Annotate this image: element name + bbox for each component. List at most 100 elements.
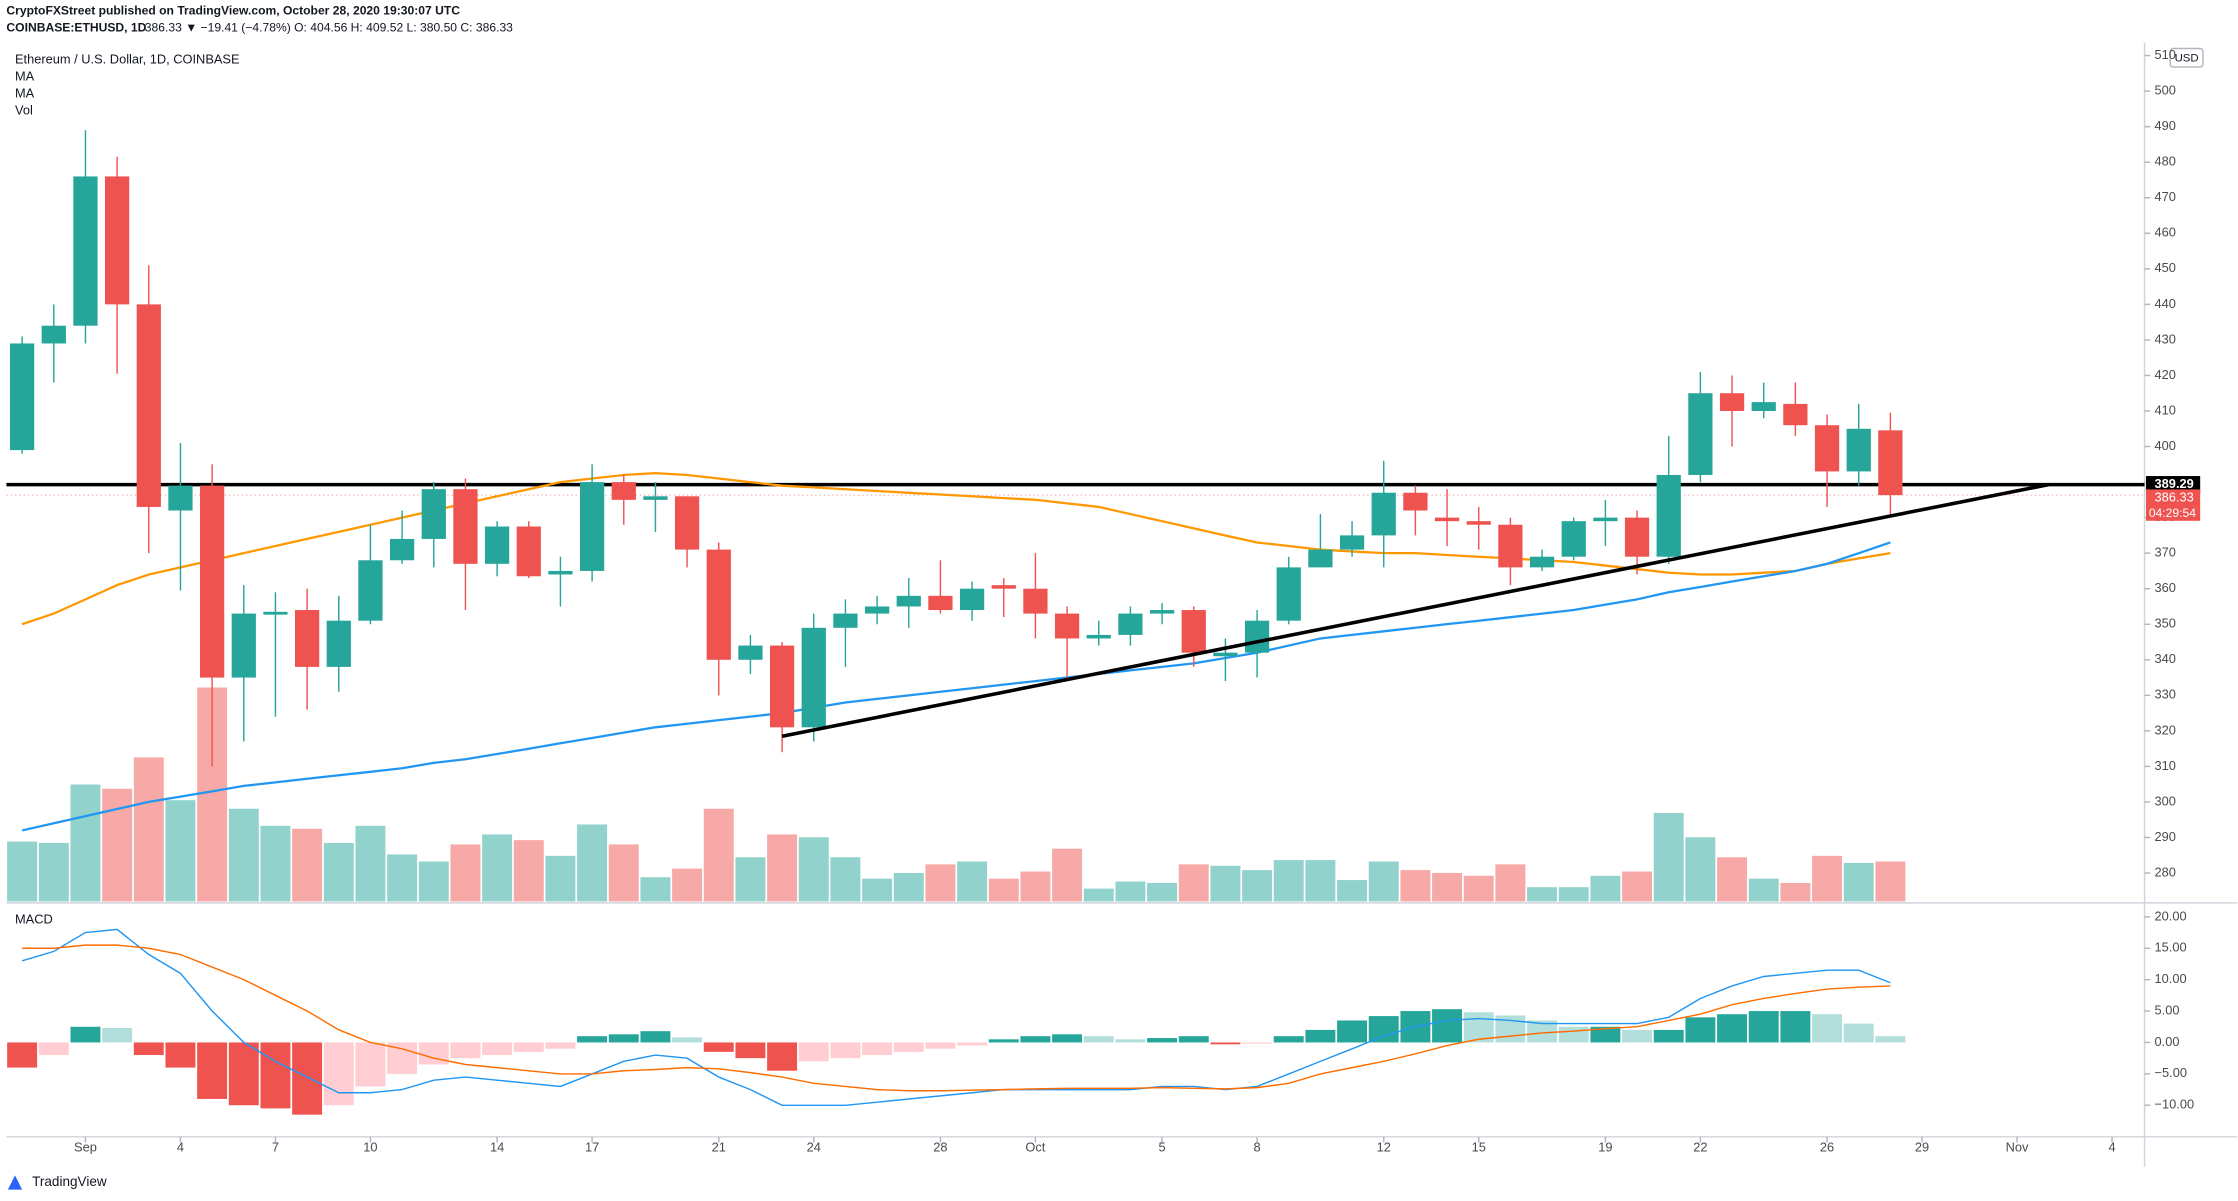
- volume-bar: [1748, 878, 1779, 902]
- macd-histogram-bar: [1685, 1017, 1716, 1043]
- volume-bar: [703, 808, 734, 902]
- brand[interactable]: TradingView: [32, 1174, 107, 1189]
- y-tick-label: 460: [2155, 225, 2176, 240]
- candle-body: [801, 627, 826, 728]
- currency-box[interactable]: [2169, 47, 2204, 68]
- macd-histogram-bar: [1337, 1020, 1368, 1043]
- candle-body: [1403, 492, 1428, 511]
- volume-bar: [1052, 848, 1083, 902]
- candle-body: [1498, 524, 1523, 568]
- macd-histogram-bar: [1432, 1009, 1463, 1043]
- y-tick-label: 360: [2155, 580, 2176, 595]
- macd-line: [21, 928, 1891, 1107]
- volume-bar: [1115, 881, 1146, 902]
- candle-body: [1054, 613, 1080, 639]
- volume-bar: [925, 864, 956, 902]
- y-tick-label: 290: [2155, 829, 2176, 844]
- macd-histogram-bar: [323, 1042, 354, 1106]
- volume-bar: [1463, 875, 1494, 902]
- macd-histogram-bar: [1178, 1036, 1209, 1043]
- macd-histogram-bar: [1590, 1026, 1621, 1043]
- candle-body: [421, 489, 446, 539]
- volume-bar: [1368, 861, 1399, 902]
- moving-average: [21, 541, 1891, 832]
- volume-bar: [1305, 860, 1336, 902]
- volume-bar: [482, 834, 513, 902]
- candle-body: [1023, 588, 1048, 614]
- y-tick-label: 300: [2155, 793, 2176, 808]
- macd-y-tick-label: −5.00: [2155, 1065, 2187, 1080]
- candle-body: [738, 645, 763, 660]
- macd-histogram-bar: [7, 1042, 38, 1068]
- macd-histogram-bar: [1147, 1038, 1178, 1043]
- macd-histogram-bar: [957, 1042, 988, 1046]
- macd-histogram-bar: [1812, 1014, 1843, 1043]
- x-tick-label: 17: [585, 1140, 599, 1155]
- candle-body: [864, 606, 890, 614]
- macd-histogram-bar: [798, 1042, 829, 1062]
- x-tick-label: Nov: [2006, 1140, 2029, 1155]
- x-tick-label: 26: [1820, 1140, 1834, 1155]
- macd-histogram-bar: [102, 1028, 133, 1043]
- macd-histogram-bar: [640, 1031, 671, 1043]
- publisher: CryptoFXStreet published on TradingView.…: [6, 4, 460, 18]
- y-tick-label: 370: [2155, 545, 2176, 560]
- macd-histogram-bar: [1843, 1023, 1874, 1043]
- macd-histogram-bar: [387, 1042, 418, 1074]
- price-line-tag: [2145, 476, 2201, 494]
- candle-body: [1434, 517, 1460, 522]
- volume-bar: [133, 757, 164, 902]
- y-tick-label: 450: [2155, 260, 2176, 275]
- y-tick-label: 410: [2155, 402, 2176, 417]
- x-tick-label: 22: [1693, 1140, 1707, 1155]
- logo-icon[interactable]: [7, 1175, 23, 1190]
- volume-bar: [1653, 813, 1684, 902]
- macd-histogram-bar: [672, 1037, 703, 1043]
- y-tick-label: 500: [2155, 83, 2176, 98]
- candle-body: [928, 595, 953, 611]
- macd-histogram-bar: [1527, 1020, 1558, 1043]
- candle-body: [1466, 521, 1491, 525]
- volume-bar: [608, 844, 639, 902]
- volume-bar: [513, 840, 544, 902]
- candle-body: [1339, 535, 1365, 550]
- candle-body: [1783, 403, 1808, 426]
- candle-body: [73, 176, 98, 326]
- x-tick-label: 4: [2108, 1140, 2115, 1155]
- macd-histogram-bar: [1305, 1029, 1336, 1043]
- y-tick-label: 420: [2155, 367, 2176, 382]
- logo[interactable]: TradingView: [7, 1174, 107, 1190]
- y-tick-label: 330: [2155, 687, 2176, 702]
- candle-body: [358, 560, 383, 621]
- currency[interactable]: USD: [2175, 52, 2199, 64]
- volume-bar: [292, 828, 323, 902]
- macd-histogram-bar: [70, 1026, 101, 1043]
- volume-bar: [640, 877, 671, 902]
- macd-histogram-bar: [165, 1042, 196, 1068]
- volume-bar: [1178, 864, 1209, 902]
- macd-histogram-bar: [893, 1042, 924, 1052]
- candle-body: [674, 496, 700, 550]
- volume-bar: [387, 854, 418, 902]
- macd-histogram-bar: [767, 1042, 798, 1071]
- volume-bar: [735, 857, 766, 902]
- macd-histogram-bar: [228, 1042, 259, 1106]
- x-tick-label: 10: [363, 1140, 377, 1155]
- candle-body: [991, 585, 1016, 589]
- candle-body: [1656, 474, 1681, 557]
- x-tick-label: 12: [1377, 1140, 1391, 1155]
- volume-bar: [1337, 880, 1368, 902]
- candle-body: [1719, 393, 1745, 411]
- macd-histogram-bar: [197, 1042, 228, 1099]
- volume-bar: [1147, 882, 1178, 902]
- y-tick-label: 490: [2155, 118, 2176, 133]
- y-tick-label: 350: [2155, 616, 2176, 631]
- volume-bar: [672, 868, 703, 902]
- last-price-tag: [2145, 489, 2201, 521]
- x-tick-label: 14: [490, 1140, 504, 1155]
- macd-histogram-bar: [703, 1042, 734, 1052]
- y-tick-label: 440: [2155, 296, 2176, 311]
- candle-body: [643, 496, 668, 500]
- x-tick-label: 21: [712, 1140, 726, 1155]
